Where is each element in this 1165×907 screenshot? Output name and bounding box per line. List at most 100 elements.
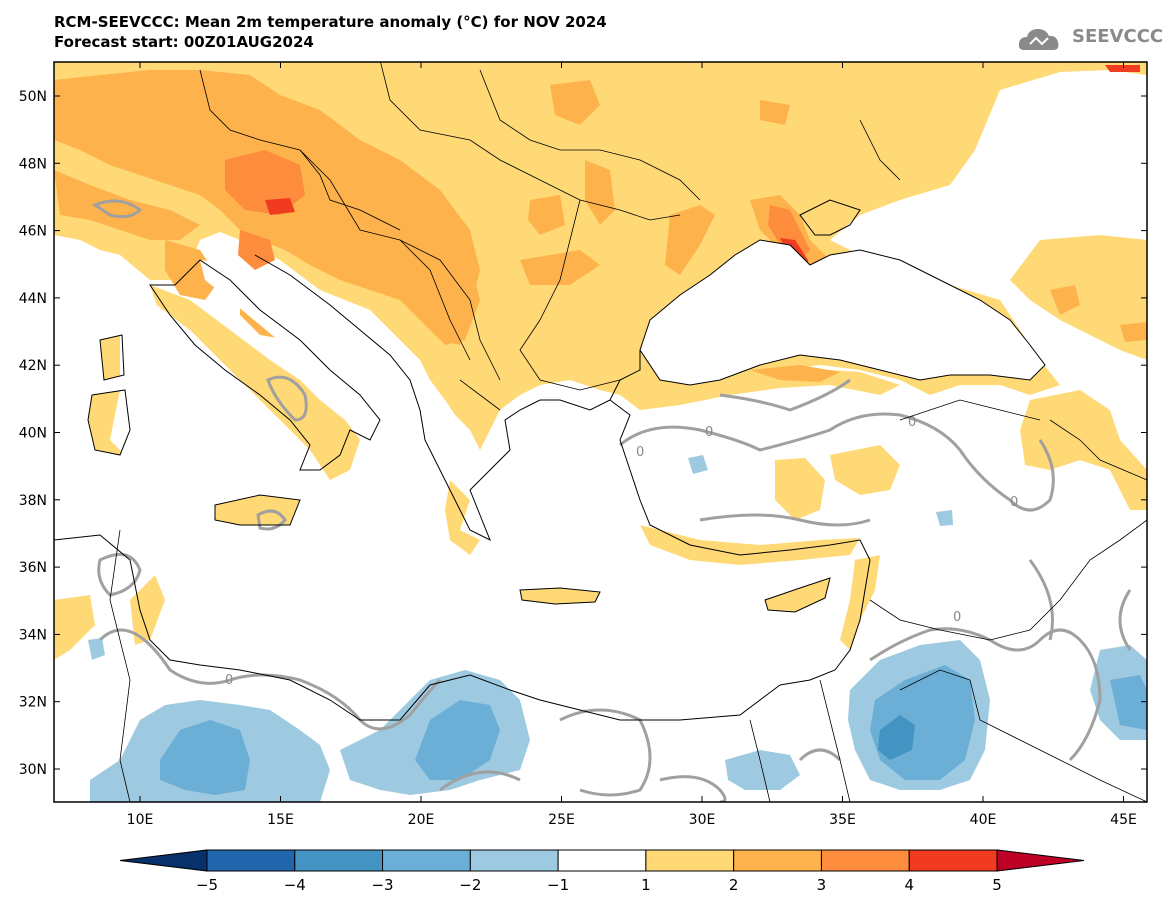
coastlines	[54, 199, 1046, 721]
zero-contour-italy	[266, 375, 308, 422]
coastline-corsica	[99, 334, 125, 381]
anomaly-region-2-3-ukraine-1	[550, 80, 600, 125]
lat-label: 48N	[19, 156, 47, 172]
colorbar-box	[294, 849, 384, 872]
colorbar-box	[645, 849, 735, 872]
anomaly-region-2-3-bulgaria	[520, 250, 600, 285]
anomaly-region-1-2-anatolia-south	[640, 525, 860, 565]
coastline-north-africa	[54, 534, 781, 721]
map-content: 0 0 0 0 0 0	[54, 62, 1147, 802]
colorbar-arrow-right	[996, 849, 1085, 872]
contour-label-levant: 0	[953, 610, 961, 625]
anomaly-region-2-3-moldova	[528, 195, 565, 235]
coastline-azov	[799, 199, 861, 236]
lon-label: 25E	[548, 812, 575, 828]
zero-contour-levant	[869, 627, 1102, 762]
contour-label-anatolia-2: 0	[636, 445, 644, 460]
anomaly-region-2-3-ukraine-2	[760, 100, 790, 125]
contour-label-east: 0	[1010, 495, 1018, 510]
seevccc-logo	[1018, 29, 1059, 50]
anomaly-region-1-2-cyprus	[765, 578, 830, 612]
map-title: RCM-SEEVCCC: Mean 2m temperature anomaly…	[54, 12, 607, 52]
coastline-black-sea	[639, 239, 1046, 386]
anomaly-region-m2-m3-libya-west	[160, 720, 250, 795]
anomaly-region-2-3-france	[54, 170, 200, 240]
lon-label: 40E	[970, 812, 997, 828]
title-line-2: Forecast start: 00Z01AUG2024	[54, 33, 314, 51]
tyrrhenian-sea	[110, 300, 310, 490]
contour-label-anatolia: 0	[705, 425, 713, 440]
anomaly-region-m1-m2-tunisia	[88, 638, 105, 660]
colorbar-tick-label: 2	[729, 876, 739, 894]
lon-label: 20E	[408, 812, 435, 828]
colorbar-box	[469, 849, 559, 872]
colorbar-box	[557, 849, 647, 872]
anomaly-region-2-3-caucasus-2	[1120, 322, 1147, 342]
contour-label-libya: 0	[225, 673, 233, 688]
anomaly-region-1-2-tunisia	[54, 595, 95, 660]
latitude-axis: 50N 48N 46N 44N 42N 40N 38N 36N 34N 32N 30N	[19, 89, 1147, 778]
zero-contour-jordan	[798, 748, 842, 762]
colorbar-box	[206, 849, 296, 872]
anomaly-region-2-3-black-sea-west	[665, 205, 715, 275]
anomaly-region-1-2-crete	[520, 588, 600, 604]
zero-contour-alps	[91, 199, 143, 219]
lat-label: 42N	[19, 358, 47, 374]
colorbar-tick-label: 5	[992, 876, 1002, 894]
colorbar-box	[908, 849, 998, 872]
anomaly-region-4-5-northeast	[1105, 65, 1140, 72]
coastline-crete	[519, 587, 601, 605]
lat-label: 44N	[19, 291, 47, 307]
logo-text: SEEVCCC	[1072, 26, 1164, 47]
anomaly-region-1-2-italy	[150, 285, 360, 480]
anomaly-region-1-2-sicily	[215, 495, 300, 525]
anomaly-region-1-2-tunisia-coast	[130, 575, 165, 645]
lat-label: 36N	[19, 560, 47, 576]
anomaly-region-1-2-east	[1020, 390, 1147, 510]
zero-contour-egypt	[559, 708, 652, 797]
contour-label-anatolia-3: 0	[908, 415, 916, 430]
longitude-axis: 10E 15E 20E 25E 30E 35E 40E 45E	[127, 62, 1137, 828]
lon-label: 15E	[267, 812, 294, 828]
anomaly-region-2-3-anatolia-coast	[750, 365, 840, 382]
colorbar-arrow-left	[119, 849, 208, 872]
country-borders	[109, 62, 1147, 802]
anomaly-region-2-3-caucasus-1	[1050, 285, 1080, 315]
colorbar-tick-label: −4	[284, 876, 306, 894]
anomaly-region-m1-m2-turkey-1	[688, 455, 708, 474]
zero-contour-nile	[659, 775, 727, 802]
colorbar-box	[820, 849, 910, 872]
colorbar: −5 −4 −3 −2 −1 1 2 3 4 5	[119, 849, 1085, 894]
title-line-1: RCM-SEEVCCC: Mean 2m temperature anomaly…	[54, 13, 607, 31]
lat-label: 40N	[19, 426, 47, 442]
lat-label: 34N	[19, 627, 47, 643]
colorbar-tick-label: 1	[641, 876, 651, 894]
lat-label: 32N	[19, 695, 47, 711]
anomaly-region-2-3-alps-west	[165, 240, 220, 300]
coastline-cyprus	[764, 577, 831, 613]
zero-contour-anatolia-3	[719, 378, 851, 412]
lon-label: 45E	[1110, 812, 1137, 828]
zero-contour-libya	[98, 628, 442, 731]
anomaly-region-1-2-anatolia-east	[830, 445, 900, 495]
zero-contour-sicily	[256, 509, 287, 531]
coastline-sicily	[214, 494, 301, 526]
coastline-sardinia	[87, 389, 131, 456]
anomaly-region-2-3-serbia	[400, 230, 480, 345]
colorbar-tick-label: −3	[371, 876, 393, 894]
anomaly-region-1-2-caucasus	[1010, 235, 1147, 360]
anomaly-region-1-2-levant	[840, 555, 880, 650]
colorbar-tick-label: −5	[196, 876, 218, 894]
lon-label: 35E	[829, 812, 856, 828]
zero-contour-east-1	[1028, 559, 1054, 641]
lat-label: 30N	[19, 762, 47, 778]
zero-contours	[91, 199, 1132, 802]
anomaly-region-1-2-anatolia-north	[620, 368, 900, 410]
adriatic-sea	[200, 260, 410, 440]
anomaly-region-1-2-corsica	[100, 335, 124, 380]
colorbar-tick-label: −1	[547, 876, 569, 894]
anomaly-region-m3-m4-jordan	[878, 715, 915, 760]
lon-label: 30E	[689, 812, 716, 828]
colorbar-box	[382, 849, 471, 872]
anomaly-region-m2-m3-libya-east	[415, 700, 500, 780]
